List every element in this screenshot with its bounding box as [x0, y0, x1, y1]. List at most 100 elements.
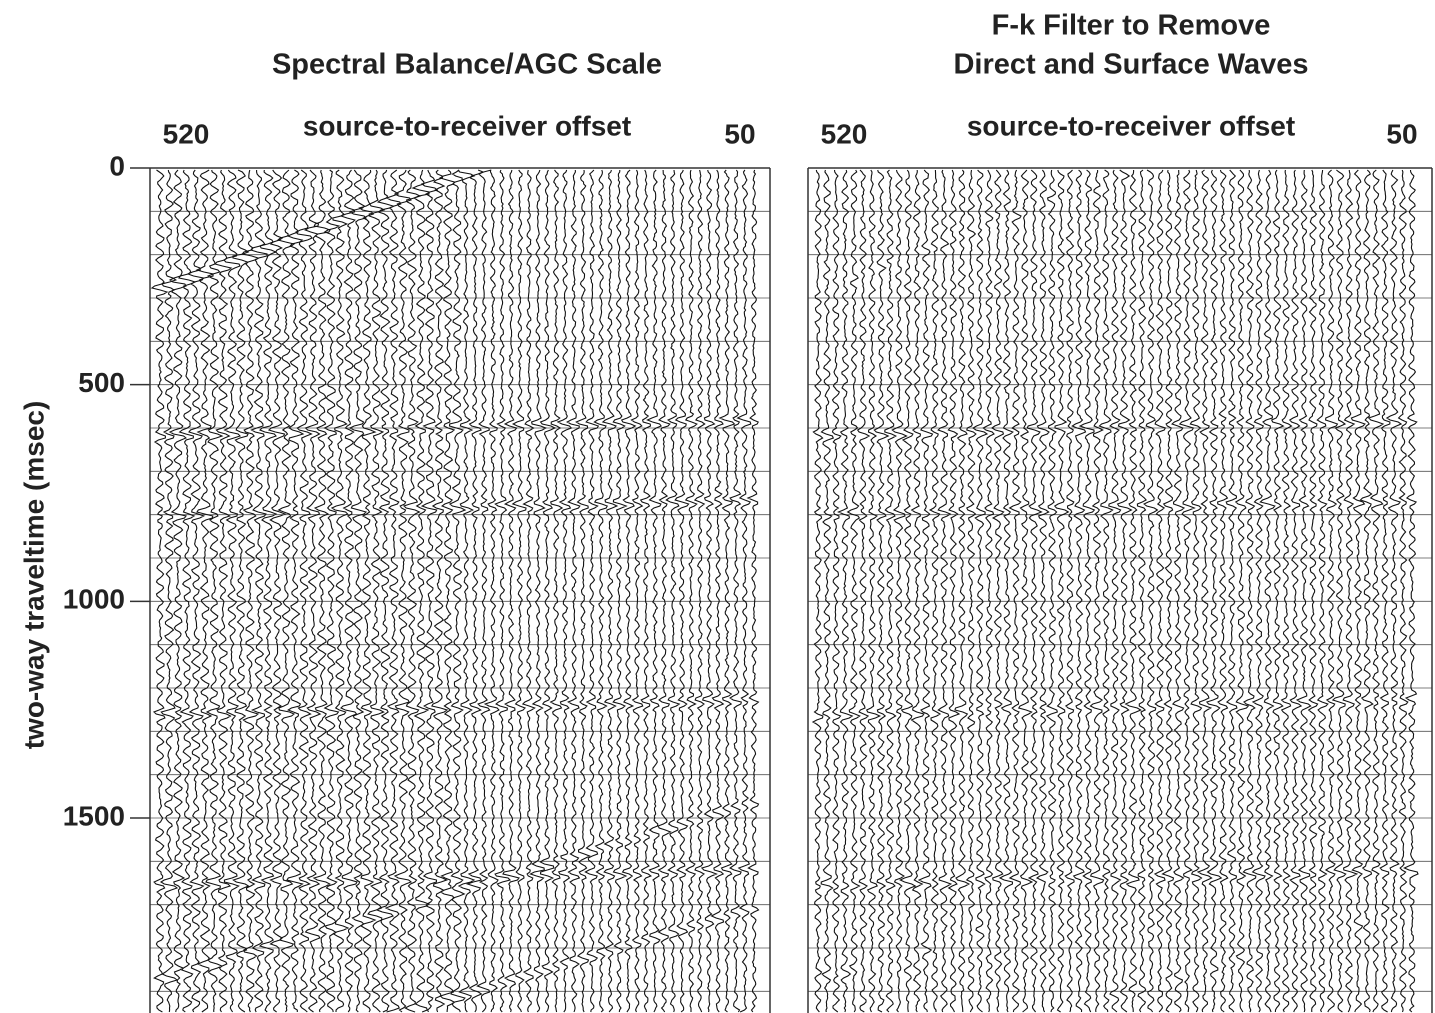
trace [846, 169, 861, 1013]
trace [448, 169, 467, 1013]
trace [348, 169, 368, 1013]
x-axis-label: source-to-receiver offset [967, 110, 1295, 141]
y-tick-label: 1500 [63, 800, 125, 831]
trace [1124, 170, 1142, 1012]
trace [521, 169, 536, 1013]
trace [250, 170, 268, 1013]
trace [476, 169, 492, 1013]
trace [1350, 169, 1366, 1013]
trace [1270, 169, 1285, 1013]
trace [831, 169, 842, 1013]
trace [1196, 169, 1213, 1013]
trace [612, 169, 628, 1013]
trace [1108, 169, 1122, 1013]
trace [1205, 169, 1223, 1013]
trace [811, 169, 824, 1013]
trace [438, 169, 456, 1013]
trace [1251, 169, 1266, 1013]
trace [1098, 169, 1114, 1013]
trace [358, 169, 377, 1013]
trace [267, 169, 287, 1013]
trace [1324, 169, 1339, 1013]
trace [873, 169, 890, 1013]
trace [1217, 169, 1229, 1013]
trace [657, 169, 672, 1013]
trace [1008, 169, 1022, 1013]
trace [1136, 169, 1147, 1013]
trace [367, 169, 386, 1013]
panel-title: Direct and Surface Waves [953, 49, 1308, 81]
trace [1397, 169, 1409, 1013]
trace [1385, 169, 1403, 1013]
trace [1178, 169, 1196, 1013]
trace [837, 169, 854, 1013]
trace [1259, 169, 1276, 1013]
x-right-label: 50 [724, 118, 755, 149]
x-right-label: 50 [1386, 118, 1417, 149]
trace [1342, 169, 1359, 1013]
trace [718, 169, 736, 1013]
trace [1116, 169, 1133, 1013]
trace [411, 169, 430, 1013]
trace [494, 169, 512, 1013]
trace [972, 169, 989, 1013]
trace [1064, 169, 1075, 1013]
trace [998, 169, 1014, 1013]
trace [1242, 169, 1257, 1013]
trace [947, 169, 961, 1013]
trace [431, 169, 449, 1013]
trace [529, 169, 547, 1013]
trace [286, 169, 305, 1012]
trace [1225, 169, 1238, 1013]
trace [665, 169, 681, 1013]
trace [884, 169, 897, 1013]
trace [339, 169, 358, 1013]
trace [693, 169, 706, 1013]
trace [982, 169, 995, 1013]
trace [674, 169, 690, 1013]
trace [1316, 169, 1329, 1013]
trace [330, 169, 350, 1013]
trace [736, 169, 752, 1013]
trace [1403, 169, 1419, 1013]
x-left-label: 520 [163, 118, 210, 149]
trace [891, 169, 908, 1013]
trace [1153, 169, 1167, 1013]
panel-title: Spectral Balance/AGC Scale [272, 49, 662, 81]
trace [639, 169, 653, 1013]
trace [746, 169, 760, 1013]
trace [1026, 169, 1043, 1013]
trace [937, 169, 953, 1013]
trace [1379, 169, 1391, 1013]
trace [150, 169, 169, 1013]
trace [1359, 169, 1374, 1013]
trace [159, 169, 179, 1013]
trace [1234, 169, 1250, 1013]
trace [393, 169, 413, 1013]
trace [195, 169, 214, 1013]
trace [820, 169, 835, 1013]
trace [186, 169, 206, 1013]
trace [620, 169, 637, 1013]
trace [178, 169, 197, 1013]
trace [232, 169, 250, 1013]
trace [205, 169, 224, 1013]
trace [223, 169, 241, 1013]
trace [502, 169, 520, 1013]
trace [168, 169, 187, 1013]
trace [1171, 170, 1186, 1013]
trace [601, 169, 619, 1013]
trace [928, 169, 942, 1012]
trace [1078, 169, 1096, 1013]
trace [566, 169, 581, 1013]
trace [420, 169, 439, 1013]
trace [323, 169, 341, 1013]
trace [646, 169, 662, 1013]
trace [630, 169, 644, 1013]
trace [258, 169, 278, 1013]
seismic-traces [150, 169, 1432, 1013]
trace [917, 169, 934, 1013]
trace [1189, 169, 1203, 1013]
trace [213, 169, 233, 1013]
panel-title: F-k Filter to Remove [992, 10, 1271, 42]
